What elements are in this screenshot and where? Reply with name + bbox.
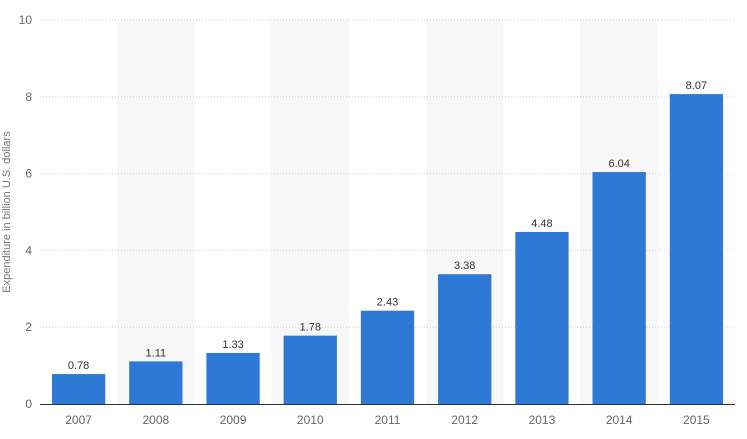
x-tick-label: 2011 [375,413,401,427]
bars [51,94,724,404]
y-tick-label: 0 [25,397,32,411]
data-label: 1.33 [222,339,243,351]
y-tick-label: 4 [25,243,32,257]
data-labels: 0.78 1.11 1.33 1.78 2.43 3.38 4.48 6.04 8.07 [68,80,707,372]
bar [51,374,106,404]
bar [360,310,415,404]
bar [669,94,724,404]
y-axis-label: Expenditure in billion U.S. dollars [1,131,13,293]
y-tick-label: 2 [25,320,32,334]
data-label: 6.04 [608,158,629,170]
x-axis-ticks: 2007 2008 2009 2010 2011 2012 2013 2014 2015 [65,413,710,427]
x-tick-label: 2007 [65,413,92,427]
data-label: 1.78 [300,322,321,334]
data-label: 4.48 [531,218,552,230]
y-axis-ticks: 0 2 4 6 8 10 [19,13,33,411]
bar [515,231,569,404]
bar [283,335,337,404]
bar [592,172,646,404]
x-tick-label: 2014 [606,413,633,427]
y-tick-label: 8 [25,90,32,104]
x-tick-label: 2015 [683,413,710,427]
bar [206,352,260,404]
bar [129,361,183,404]
bar [438,274,492,404]
y-tick-label: 6 [25,167,32,181]
data-label: 2.43 [377,297,398,309]
y-tick-label: 10 [19,13,33,27]
data-label: 3.38 [454,260,475,272]
x-tick-label: 2013 [529,413,556,427]
x-tick-label: 2008 [142,413,169,427]
x-tick-label: 2009 [220,413,247,427]
x-tick-label: 2012 [451,413,478,427]
data-label: 1.11 [146,347,167,359]
column-band [117,20,195,404]
data-label: 8.07 [686,80,707,92]
data-label: 0.78 [68,360,89,372]
x-tick-label: 2010 [297,413,324,427]
